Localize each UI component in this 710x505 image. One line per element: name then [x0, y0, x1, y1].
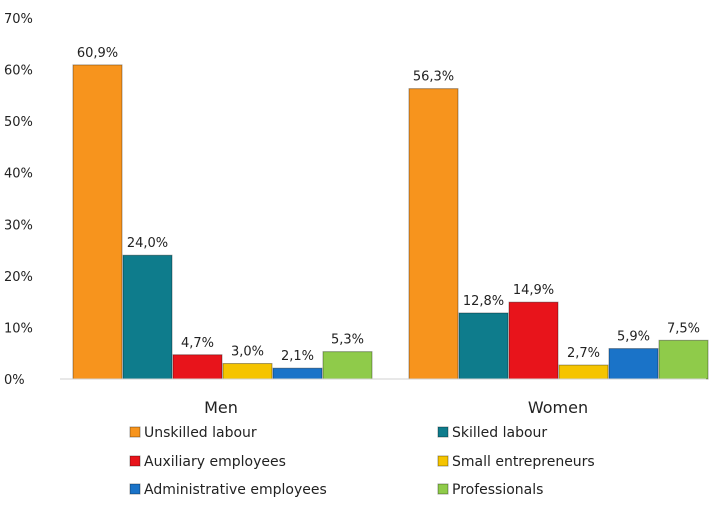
data-label: 56,3%	[413, 70, 454, 85]
legend-swatch	[437, 483, 449, 495]
y-tick-label: 40%	[4, 167, 33, 182]
data-label: 2,7%	[567, 346, 600, 361]
legend-swatch	[129, 483, 141, 495]
legend-swatch	[129, 455, 141, 467]
bar-highlight	[225, 365, 270, 377]
legend-label: Skilled labour	[452, 425, 547, 441]
bar-highlight	[411, 90, 456, 377]
bar-highlight	[175, 356, 220, 377]
y-tick-label: 10%	[4, 321, 33, 336]
bar-highlight	[461, 314, 506, 377]
y-tick-label: 70%	[4, 12, 33, 27]
bar-highlight	[275, 370, 320, 377]
legend-entry: Skilled labour	[437, 425, 547, 441]
legend-entry: Small entrepreneurs	[437, 454, 595, 470]
legend-label: Professionals	[452, 482, 543, 498]
bar-highlight	[661, 342, 706, 377]
y-tick-label: 50%	[4, 115, 33, 130]
legend-swatch	[129, 426, 141, 438]
data-label: 2,1%	[281, 349, 314, 364]
data-label: 4,7%	[181, 336, 214, 351]
legend-entry: Auxiliary employees	[129, 454, 286, 470]
legend-entry: Professionals	[437, 482, 543, 498]
bar-highlight	[75, 66, 120, 378]
bar-highlight	[325, 353, 370, 377]
legend-swatch	[437, 426, 449, 438]
bar-highlight	[561, 367, 606, 377]
bar-highlight	[511, 304, 556, 377]
legend-label: Administrative employees	[144, 482, 327, 498]
bar-highlight	[125, 257, 170, 377]
data-label: 24,0%	[127, 236, 168, 251]
x-tick-label: Women	[528, 398, 588, 417]
y-tick-label: 20%	[4, 270, 33, 285]
bar-highlight	[611, 350, 656, 377]
data-label: 5,3%	[331, 333, 364, 348]
x-tick-label: Men	[204, 398, 238, 417]
data-label: 60,9%	[77, 46, 118, 61]
legend-swatch	[437, 455, 449, 467]
data-label: 7,5%	[667, 321, 700, 336]
legend-label: Auxiliary employees	[144, 454, 286, 470]
y-tick-label: 0%	[4, 373, 25, 388]
data-label: 5,9%	[617, 330, 650, 345]
legend-label: Unskilled labour	[144, 425, 257, 441]
y-tick-label: 60%	[4, 64, 33, 79]
legend-entry: Unskilled labour	[129, 425, 257, 441]
data-label: 3,0%	[231, 345, 264, 360]
data-label: 14,9%	[513, 283, 554, 298]
legend-label: Small entrepreneurs	[452, 454, 595, 470]
legend-entry: Administrative employees	[129, 482, 327, 498]
y-tick-label: 30%	[4, 218, 33, 233]
data-label: 12,8%	[463, 294, 504, 309]
